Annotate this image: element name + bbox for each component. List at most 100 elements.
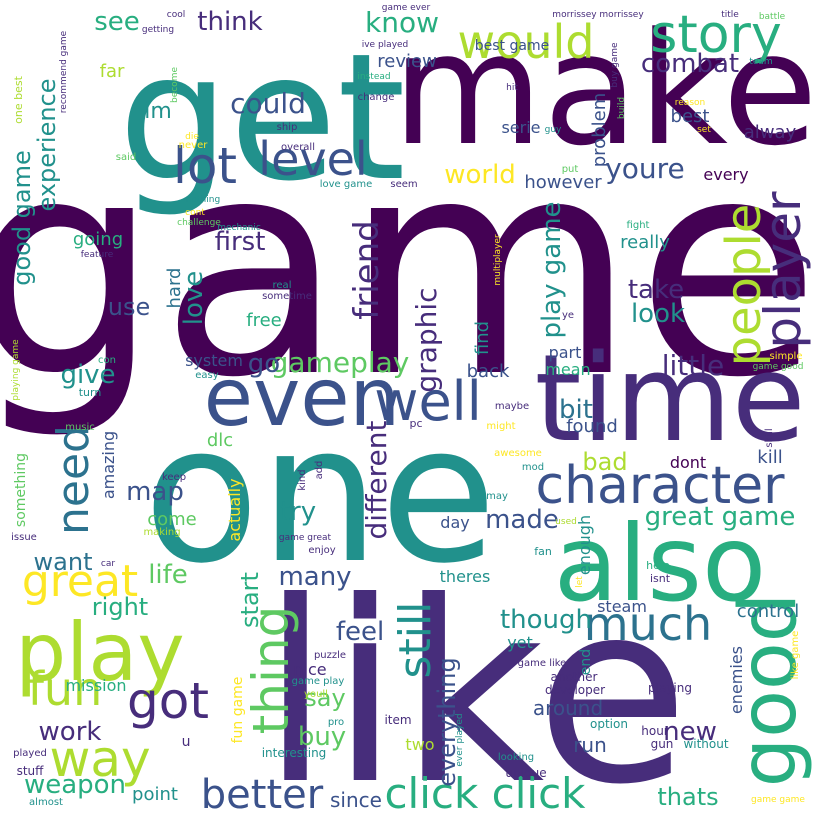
word-like: like [261, 548, 690, 819]
word-love: love [179, 271, 209, 326]
word-come: come [147, 509, 197, 530]
word-battle: battle [759, 12, 786, 22]
word-got: got [127, 672, 209, 730]
word-fight: fight [627, 220, 650, 231]
word-click-click: click click [384, 769, 586, 818]
word-game-like: game like [518, 658, 567, 669]
word-hour: hour [641, 724, 669, 738]
word-game: game [0, 94, 819, 443]
word-one-best: one best [12, 75, 25, 123]
word-level: level [258, 132, 367, 186]
word-time: time [534, 330, 805, 469]
word-review: review [377, 51, 437, 72]
word-gun: gun [651, 737, 674, 751]
word-u: u [182, 734, 191, 750]
word-mechanic: mechanic [217, 223, 261, 233]
word-skill: skill [764, 428, 775, 447]
word-two: two [405, 735, 434, 754]
word-however: however [524, 172, 602, 193]
word-multiplayer: multiplayer [493, 234, 503, 286]
word-nice: nice [293, 660, 326, 679]
word-mission: mission [65, 676, 126, 695]
word-well: well [374, 370, 481, 433]
word-interesting: interesting [262, 746, 327, 760]
word-feel: feel [336, 617, 384, 647]
word-item: item [384, 713, 411, 727]
word-might: might [486, 421, 515, 432]
word-dlc: dlc [207, 430, 233, 451]
word-used: used [555, 517, 577, 527]
word-people: people [716, 204, 772, 367]
word-play: play [15, 606, 184, 699]
word-thats: thats [657, 783, 718, 811]
word-getting: getting [142, 25, 174, 35]
word-free: free [246, 310, 282, 331]
word-pc: pc [409, 417, 422, 430]
word-end: end [578, 649, 594, 675]
word-experience: experience [33, 78, 61, 211]
word-simple: simple [769, 351, 802, 362]
word-life: life [148, 560, 188, 590]
word-mean: mean [545, 360, 590, 379]
word-good: good [724, 593, 814, 787]
word-car: car [101, 559, 115, 569]
word-theres: theres [440, 567, 491, 586]
word-keep: keep [162, 472, 186, 483]
word-since: since [330, 788, 382, 812]
word-think: think [197, 7, 262, 37]
word-youre: youre [605, 152, 685, 185]
word-gameplay: gameplay [271, 346, 410, 379]
word-unique: unique [505, 766, 546, 780]
word-world: world [444, 160, 516, 190]
word-use: use [108, 293, 150, 321]
word-cool: cool [167, 10, 185, 20]
word-would: would [458, 15, 595, 69]
word-need: need [48, 425, 99, 535]
word-actually: actually [225, 478, 244, 541]
word-said: said [116, 152, 136, 163]
word-game-play: game play [292, 676, 345, 687]
word-feature: feature [81, 250, 114, 260]
word-puzzle: puzzle [314, 650, 346, 661]
word-friend: friend [347, 220, 387, 319]
word-hard: hard [164, 268, 185, 309]
word-title: title [721, 10, 739, 20]
word-buy-game: buy game [610, 42, 620, 88]
word-turn: turn [79, 386, 102, 399]
word-help: help [646, 559, 670, 572]
word-character: character [535, 456, 785, 516]
word-control: control [737, 601, 799, 622]
word-know: know [365, 6, 439, 39]
word-many: many [278, 562, 351, 592]
word-alway: alway [744, 122, 797, 143]
word-let: let [575, 576, 585, 588]
word-little: little [662, 349, 725, 382]
word-first: first [215, 227, 266, 257]
word-play-game: play game [537, 201, 567, 338]
word-enjoy: enjoy [308, 545, 335, 556]
word-fan: fan [534, 545, 552, 558]
word-youll: youll [304, 689, 328, 700]
word-stuff: stuff [17, 764, 45, 778]
word-maybe: maybe [495, 401, 529, 412]
word-sometime: sometime [262, 291, 312, 302]
word-music: music [65, 422, 95, 433]
word-set: set [697, 125, 711, 135]
word-back: back [467, 361, 510, 382]
word-even: even [204, 351, 400, 444]
word-guy: guy [545, 125, 562, 135]
word-make: make [392, 0, 818, 180]
word-steam: steam [597, 597, 647, 616]
word-made: made [485, 505, 559, 535]
word-reason: reason [675, 98, 705, 108]
word-almost: almost [29, 797, 63, 808]
word-point: point [132, 784, 178, 805]
word-bit: bit [559, 395, 593, 425]
word-map: map [126, 477, 184, 507]
word-become: become [170, 67, 180, 103]
word-hit: hit [506, 83, 518, 93]
word-great-game: great game [645, 502, 796, 532]
word-instead: instead [357, 72, 390, 82]
word-morrissey-morrissey: morrissey morrissey [552, 10, 644, 20]
word-give: give [60, 360, 115, 390]
